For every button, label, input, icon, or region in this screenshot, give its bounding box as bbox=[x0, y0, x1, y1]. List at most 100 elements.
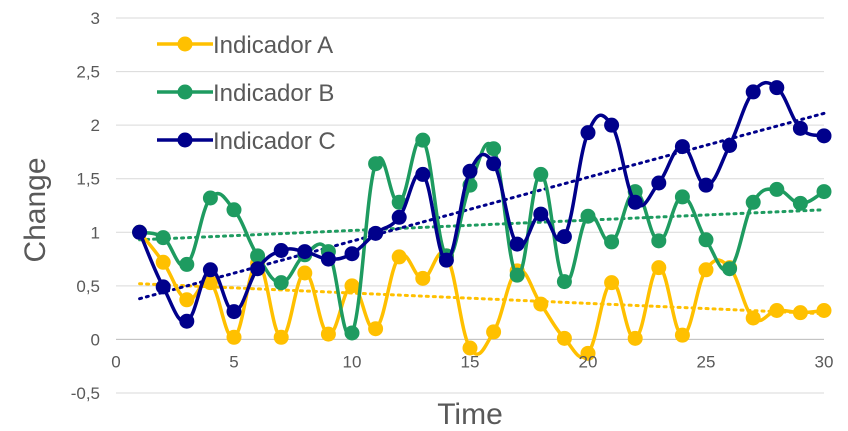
point-s2-21 bbox=[604, 234, 620, 250]
point-s2-26 bbox=[722, 261, 738, 277]
legend-marker-1 bbox=[177, 36, 193, 52]
point-s2-3 bbox=[179, 256, 195, 272]
point-s1-28 bbox=[769, 303, 785, 318]
point-s1-11 bbox=[368, 321, 384, 337]
x-tick-1: 5 bbox=[229, 352, 238, 371]
y-tick-0: -0,5 bbox=[71, 384, 100, 403]
x-tick-0: 0 bbox=[111, 352, 120, 371]
y-tick-6: 2,5 bbox=[76, 63, 100, 82]
point-s3-2 bbox=[155, 279, 171, 295]
point-s3-1 bbox=[132, 224, 148, 240]
point-s2-20 bbox=[580, 208, 596, 224]
legend-item-2: Indicador B bbox=[157, 80, 334, 107]
point-s2-30 bbox=[816, 184, 832, 200]
point-s2-19 bbox=[556, 274, 572, 290]
point-s1-29 bbox=[792, 305, 808, 321]
point-s3-17 bbox=[509, 236, 525, 252]
point-s3-11 bbox=[368, 225, 384, 241]
point-s3-12 bbox=[391, 209, 407, 225]
point-s1-25 bbox=[698, 262, 714, 278]
x-axis-title: Time bbox=[437, 398, 503, 431]
point-s3-5 bbox=[226, 304, 242, 320]
point-s1-16 bbox=[486, 324, 502, 340]
point-s2-29 bbox=[792, 195, 808, 211]
x-tick-6: 30 bbox=[815, 352, 834, 371]
legend-item-1: Indicador A bbox=[157, 32, 333, 59]
legend-item-3: Indicador C bbox=[157, 128, 336, 155]
point-s3-18 bbox=[533, 206, 549, 222]
legend-label-3: Indicador C bbox=[213, 128, 336, 155]
point-s1-7 bbox=[273, 329, 289, 345]
point-s1-3 bbox=[179, 292, 195, 308]
point-s2-13 bbox=[415, 132, 431, 148]
legend-label-1: Indicador A bbox=[213, 32, 333, 59]
grid-lines bbox=[116, 17, 824, 394]
point-s2-23 bbox=[651, 233, 667, 249]
point-s3-16 bbox=[486, 156, 502, 172]
x-tick-4: 20 bbox=[579, 352, 598, 371]
point-s1-4 bbox=[202, 275, 218, 291]
y-tick-5: 2 bbox=[91, 116, 100, 135]
point-s1-22 bbox=[627, 330, 643, 346]
point-s2-28 bbox=[769, 181, 785, 197]
point-s3-4 bbox=[202, 262, 218, 278]
x-tick-labels: 0 5 10 15 20 25 30 bbox=[111, 352, 833, 371]
point-s2-6 bbox=[250, 248, 266, 264]
point-s1-27 bbox=[745, 310, 761, 326]
point-s1-30 bbox=[816, 303, 832, 318]
trendline-1 bbox=[138, 282, 826, 316]
series-1 bbox=[132, 224, 832, 361]
point-s3-30 bbox=[816, 128, 832, 144]
point-s2-16 bbox=[486, 141, 502, 157]
point-s3-26 bbox=[722, 138, 738, 153]
point-s1-18 bbox=[533, 296, 549, 312]
point-s2-17 bbox=[509, 267, 525, 283]
point-s2-10 bbox=[344, 325, 360, 341]
point-s1-5 bbox=[226, 329, 242, 345]
point-s3-6 bbox=[250, 261, 266, 277]
point-s1-10 bbox=[344, 278, 360, 294]
point-s3-29 bbox=[792, 120, 808, 136]
point-s2-7 bbox=[273, 275, 289, 291]
point-s3-22 bbox=[627, 194, 643, 210]
y-axis-title: Change bbox=[19, 157, 52, 262]
y-tick-1: 0 bbox=[91, 330, 100, 349]
point-s3-25 bbox=[698, 177, 714, 193]
point-s1-21 bbox=[604, 275, 620, 291]
point-s3-9 bbox=[320, 251, 336, 267]
point-s2-27 bbox=[745, 194, 761, 210]
series-line-1 bbox=[138, 231, 825, 359]
point-s1-2 bbox=[155, 254, 171, 270]
point-s2-24 bbox=[674, 189, 690, 205]
series-3 bbox=[132, 80, 832, 329]
point-s1-13 bbox=[415, 270, 431, 286]
point-s1-15 bbox=[462, 340, 478, 356]
y-tick-3: 1 bbox=[91, 223, 100, 242]
x-tick-5: 25 bbox=[697, 352, 716, 371]
point-s3-10 bbox=[344, 246, 360, 262]
point-s3-14 bbox=[438, 252, 454, 268]
point-s3-23 bbox=[651, 175, 667, 191]
point-s1-20 bbox=[580, 345, 596, 361]
point-s1-24 bbox=[674, 327, 690, 343]
point-s3-27 bbox=[745, 84, 761, 100]
point-s2-4 bbox=[202, 190, 218, 206]
point-s3-21 bbox=[604, 117, 620, 133]
series-group bbox=[132, 80, 832, 361]
legend-marker-3 bbox=[177, 132, 193, 148]
point-s3-7 bbox=[273, 243, 289, 258]
y-tick-7: 3 bbox=[91, 9, 100, 28]
legend: Indicador A Indicador B Indicador C bbox=[157, 32, 336, 155]
point-s3-19 bbox=[556, 229, 572, 245]
point-s3-15 bbox=[462, 163, 478, 179]
point-s1-8 bbox=[297, 265, 313, 281]
point-s3-8 bbox=[297, 244, 313, 260]
y-tick-2: 0,5 bbox=[76, 277, 100, 296]
point-s3-28 bbox=[769, 80, 785, 96]
point-s2-11 bbox=[368, 156, 384, 172]
point-s1-19 bbox=[556, 330, 572, 346]
point-s1-9 bbox=[320, 326, 336, 342]
y-tick-labels: -0,5 0 0,5 1 1,5 2 2,5 3 bbox=[71, 9, 100, 403]
point-s1-23 bbox=[651, 260, 667, 276]
